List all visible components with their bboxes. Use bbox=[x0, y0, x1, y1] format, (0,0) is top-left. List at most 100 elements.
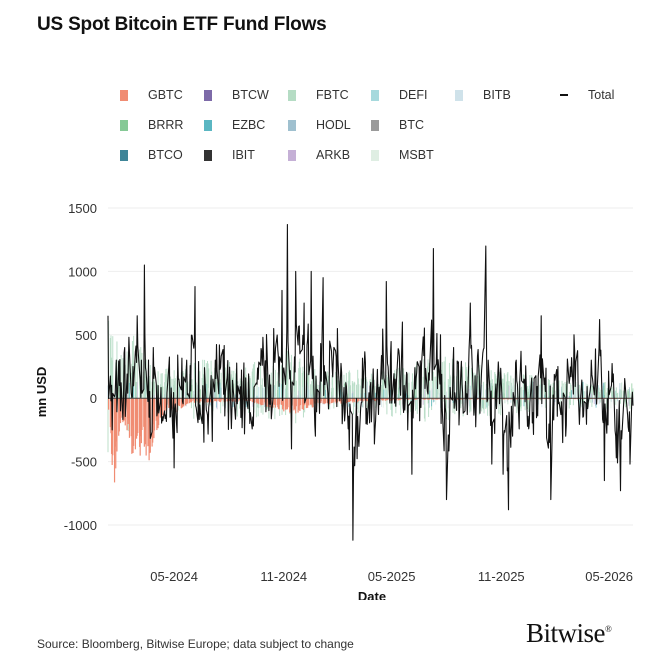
etf-bar bbox=[145, 383, 147, 399]
fbtc-bar bbox=[616, 393, 618, 399]
fbtc-bar bbox=[286, 363, 288, 399]
fbtc-bar bbox=[414, 398, 416, 411]
fbtc-bar bbox=[507, 384, 509, 399]
gbtc-bar bbox=[358, 398, 360, 401]
fbtc-bar bbox=[445, 398, 447, 408]
gbtc-bar bbox=[141, 398, 143, 430]
etf-bar bbox=[590, 386, 592, 399]
etf-bar bbox=[414, 385, 416, 399]
etf-bar bbox=[504, 398, 506, 404]
etf-bar bbox=[510, 398, 512, 403]
etf-bar bbox=[215, 398, 217, 408]
etf-bar bbox=[340, 389, 342, 399]
gbtc-bar bbox=[206, 398, 209, 403]
gbtc-bar bbox=[487, 398, 489, 400]
etf-bar bbox=[436, 381, 438, 399]
fbtc-bar bbox=[501, 378, 503, 399]
etf-bar bbox=[519, 387, 521, 399]
etf-bar bbox=[386, 394, 388, 399]
fbtc-bar bbox=[255, 398, 257, 418]
etf-bar bbox=[558, 389, 560, 399]
etf-bar bbox=[491, 385, 493, 399]
fbtc-bar bbox=[432, 371, 434, 399]
fbtc-bar bbox=[471, 367, 473, 399]
gbtc-bar bbox=[258, 398, 260, 405]
fbtc-bar bbox=[450, 376, 452, 399]
fbtc-bar bbox=[354, 382, 356, 399]
fbtc-bar bbox=[109, 338, 111, 399]
fbtc-bar bbox=[302, 366, 304, 399]
fbtc-bar bbox=[335, 371, 337, 399]
fbtc-bar bbox=[161, 386, 163, 399]
fbtc-bar bbox=[611, 392, 613, 399]
gbtc-bar bbox=[525, 398, 527, 400]
fbtc-bar bbox=[375, 398, 377, 409]
legend-item-gbtc: GBTC bbox=[120, 88, 183, 102]
etf-bar bbox=[191, 384, 193, 399]
etf-bar bbox=[162, 386, 164, 399]
fbtc-bar bbox=[433, 376, 435, 399]
etf-bar bbox=[332, 395, 334, 399]
fbtc-bar bbox=[349, 372, 351, 399]
fbtc-bar bbox=[168, 370, 170, 399]
fbtc-bar bbox=[462, 366, 464, 399]
fbtc-bar bbox=[524, 398, 526, 411]
etf-bar bbox=[199, 391, 201, 399]
gbtc-bar bbox=[178, 398, 181, 407]
fbtc-bar bbox=[598, 387, 600, 399]
fbtc-bar bbox=[215, 364, 217, 399]
etf-bar bbox=[329, 382, 331, 399]
fbtc-bar bbox=[561, 380, 563, 399]
legend-swatch-fbtc bbox=[288, 89, 296, 101]
fbtc-bar bbox=[606, 392, 608, 399]
etf-bar bbox=[362, 398, 364, 408]
fbtc-bar bbox=[422, 376, 424, 399]
etf-bar bbox=[382, 398, 384, 408]
legend-label-fbtc: FBTC bbox=[316, 88, 349, 102]
etf-bar bbox=[521, 398, 523, 406]
legend-swatch-msbt bbox=[371, 149, 379, 161]
fbtc-bar bbox=[230, 374, 232, 399]
etf-bar bbox=[543, 389, 545, 399]
fbtc-bar bbox=[256, 378, 258, 399]
etf-bar bbox=[107, 385, 109, 399]
etf-bar bbox=[385, 398, 387, 405]
etf-bar bbox=[273, 385, 275, 399]
source-footnote: Source: Bloomberg, Bitwise Europe; data … bbox=[37, 637, 354, 651]
fbtc-bar bbox=[170, 376, 172, 399]
y-axis-label: mn USD bbox=[34, 367, 49, 418]
etf-bar bbox=[283, 389, 285, 399]
etf-bar bbox=[591, 394, 593, 399]
gbtc-bar bbox=[483, 398, 485, 400]
fbtc-bar bbox=[444, 356, 446, 399]
fbtc-bar bbox=[578, 384, 580, 399]
etf-bar bbox=[520, 398, 522, 409]
fbtc-bar bbox=[493, 383, 495, 399]
gbtc-bar bbox=[274, 398, 277, 408]
fbtc-bar bbox=[381, 385, 383, 399]
fbtc-bar bbox=[423, 398, 425, 419]
fbtc-bar bbox=[566, 381, 568, 399]
etf-bar bbox=[578, 398, 580, 409]
fbtc-bar bbox=[562, 391, 564, 399]
gbtc-bar bbox=[366, 398, 368, 402]
fbtc-bar bbox=[568, 398, 570, 409]
fbtc-bar bbox=[157, 371, 159, 399]
etf-bar bbox=[581, 398, 583, 408]
fbtc-bar bbox=[261, 378, 263, 399]
fbtc-bar bbox=[412, 373, 414, 399]
fbtc-bar bbox=[311, 372, 313, 399]
etf-bar bbox=[590, 393, 592, 399]
etf-bar bbox=[251, 382, 253, 399]
fbtc-bar bbox=[374, 386, 376, 399]
etf-bar bbox=[387, 385, 389, 399]
legend-item-brrr: BRRR bbox=[120, 118, 183, 132]
fbtc-bar bbox=[403, 368, 405, 399]
etf-bar bbox=[426, 398, 428, 404]
legend: GBTC BTCW FBTC DEFI BITB Total BRRR EZBC… bbox=[120, 88, 640, 168]
etf-bar bbox=[332, 396, 334, 399]
fbtc-bar bbox=[448, 362, 450, 399]
etf-bar bbox=[330, 391, 332, 399]
etf-bar bbox=[184, 391, 186, 399]
fbtc-bar bbox=[215, 382, 217, 399]
